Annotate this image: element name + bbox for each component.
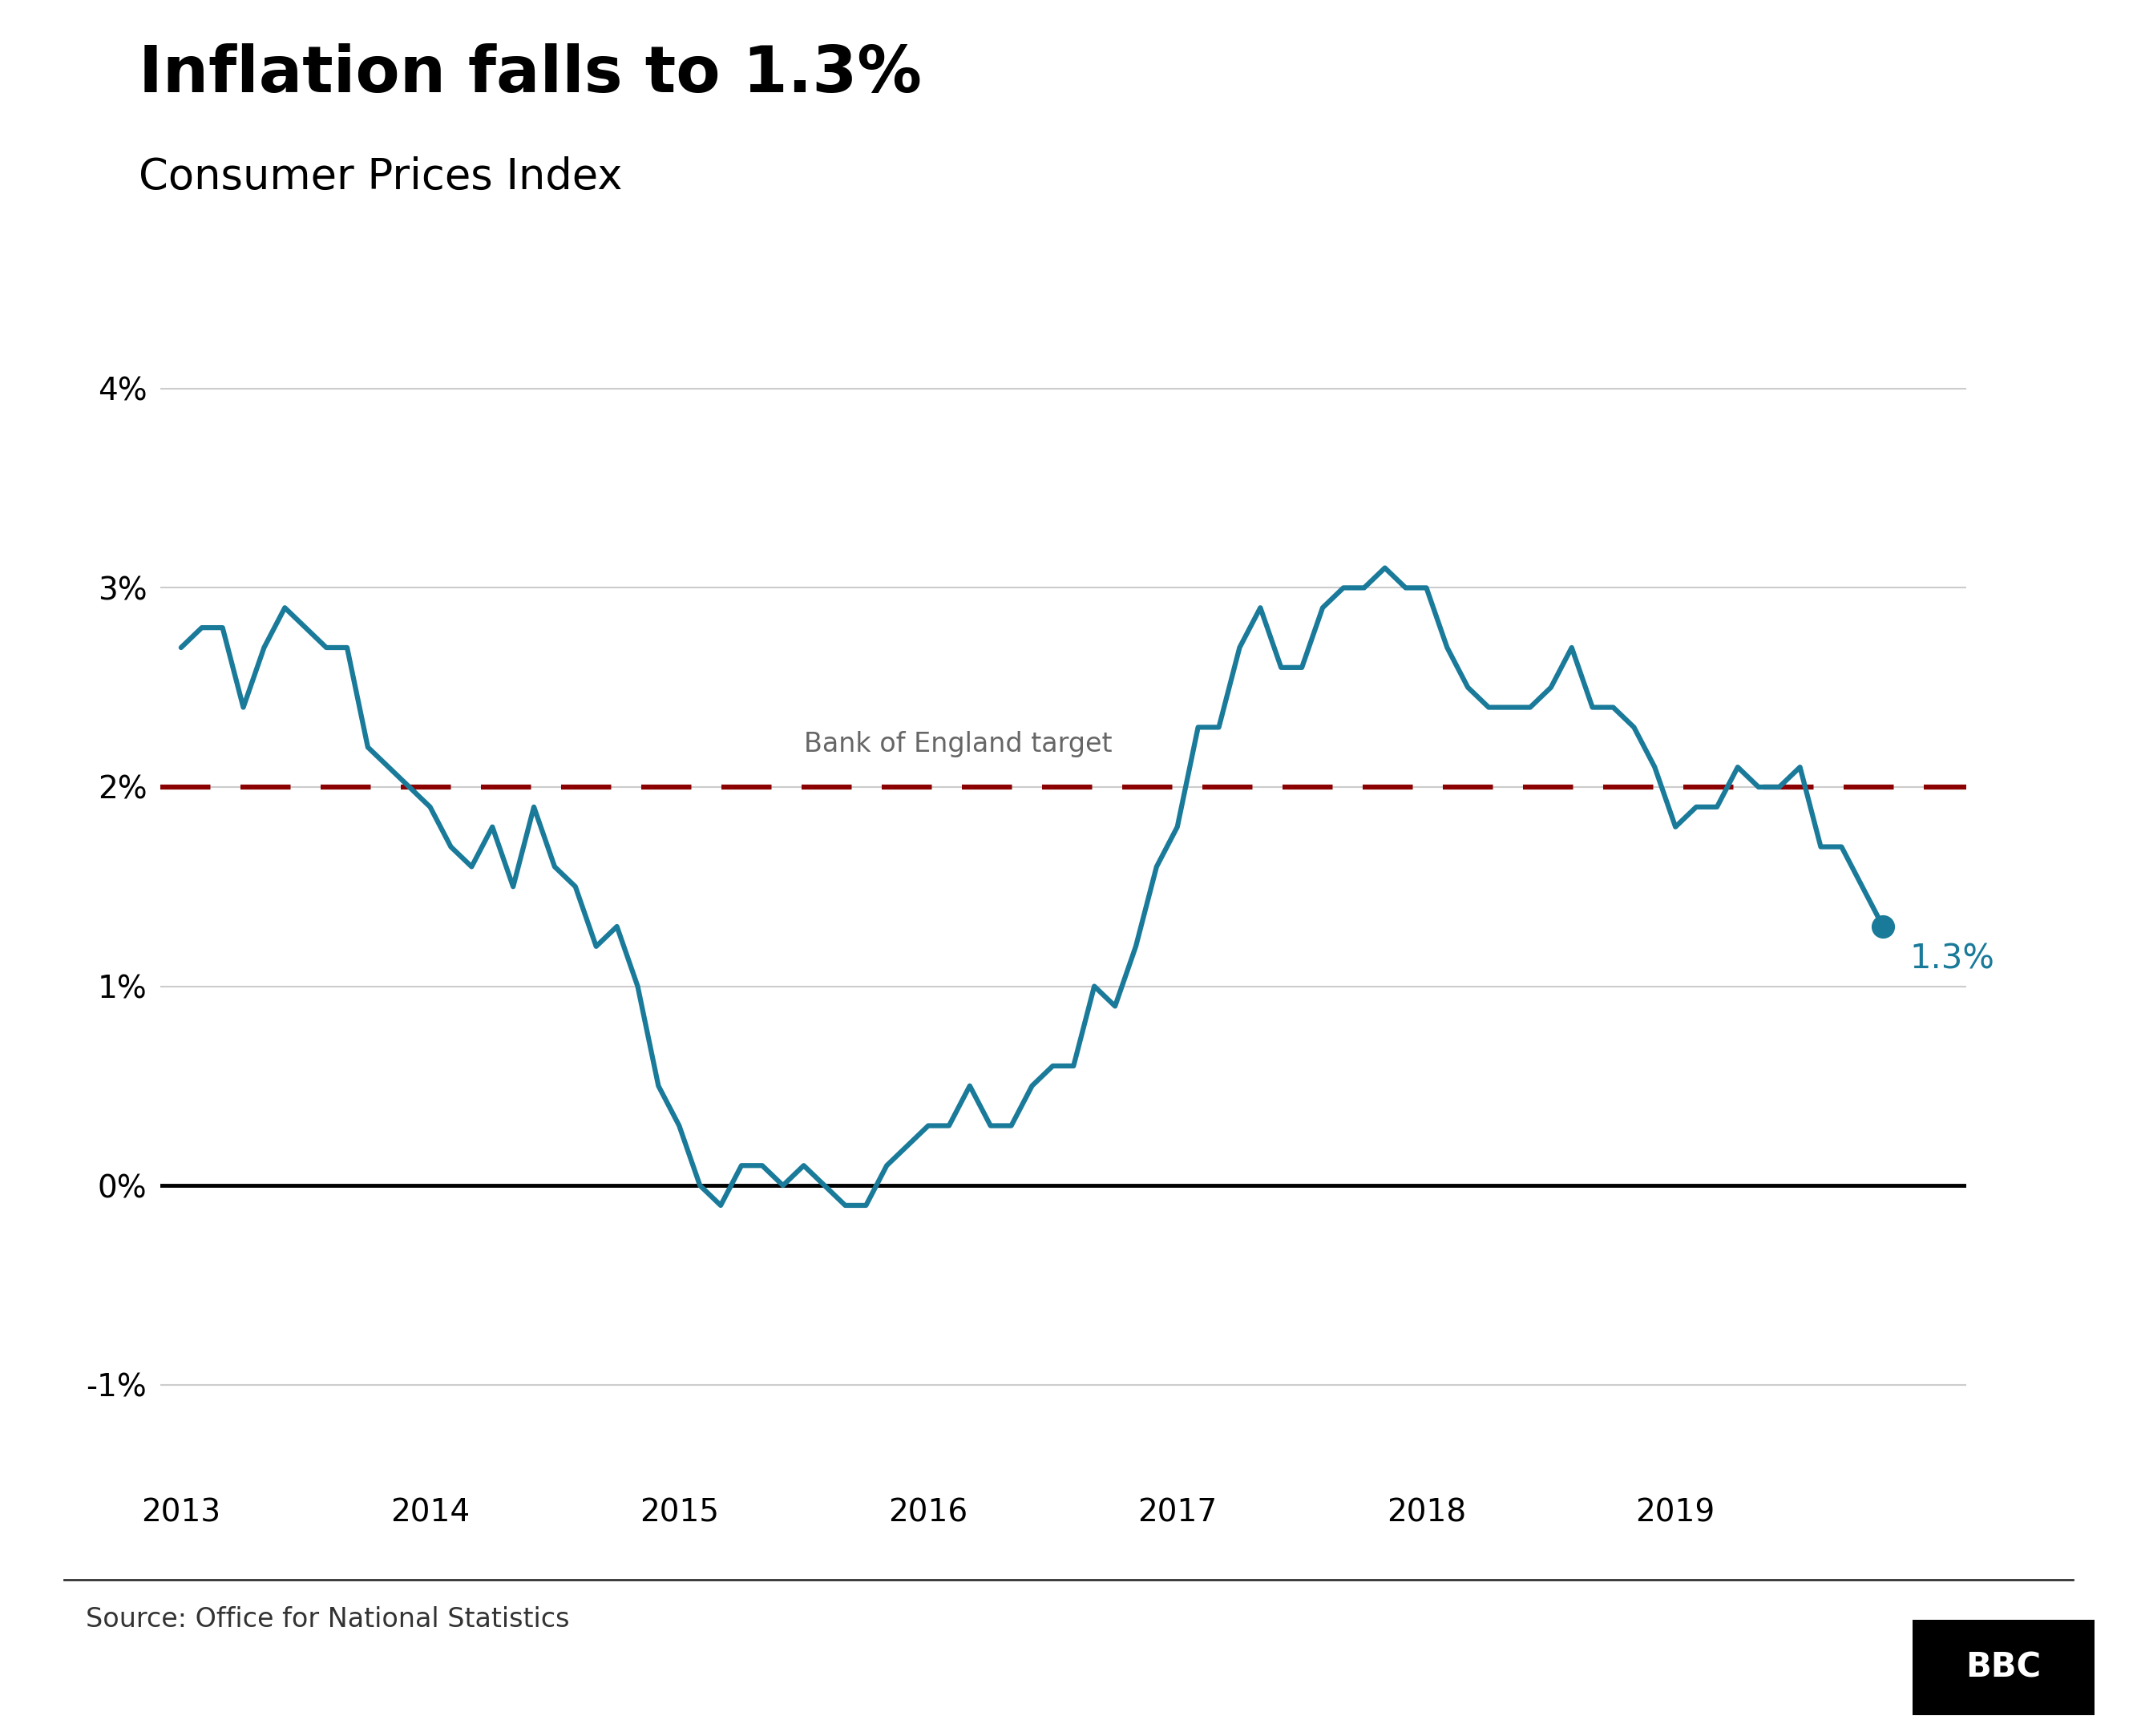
Text: Consumer Prices Index: Consumer Prices Index [139,156,622,198]
Text: Source: Office for National Statistics: Source: Office for National Statistics [85,1606,568,1632]
Text: Inflation falls to 1.3%: Inflation falls to 1.3% [139,43,921,106]
Text: BBC: BBC [1966,1651,2041,1684]
Text: Bank of England target: Bank of England target [804,731,1111,757]
Text: 1.3%: 1.3% [1910,943,1994,976]
